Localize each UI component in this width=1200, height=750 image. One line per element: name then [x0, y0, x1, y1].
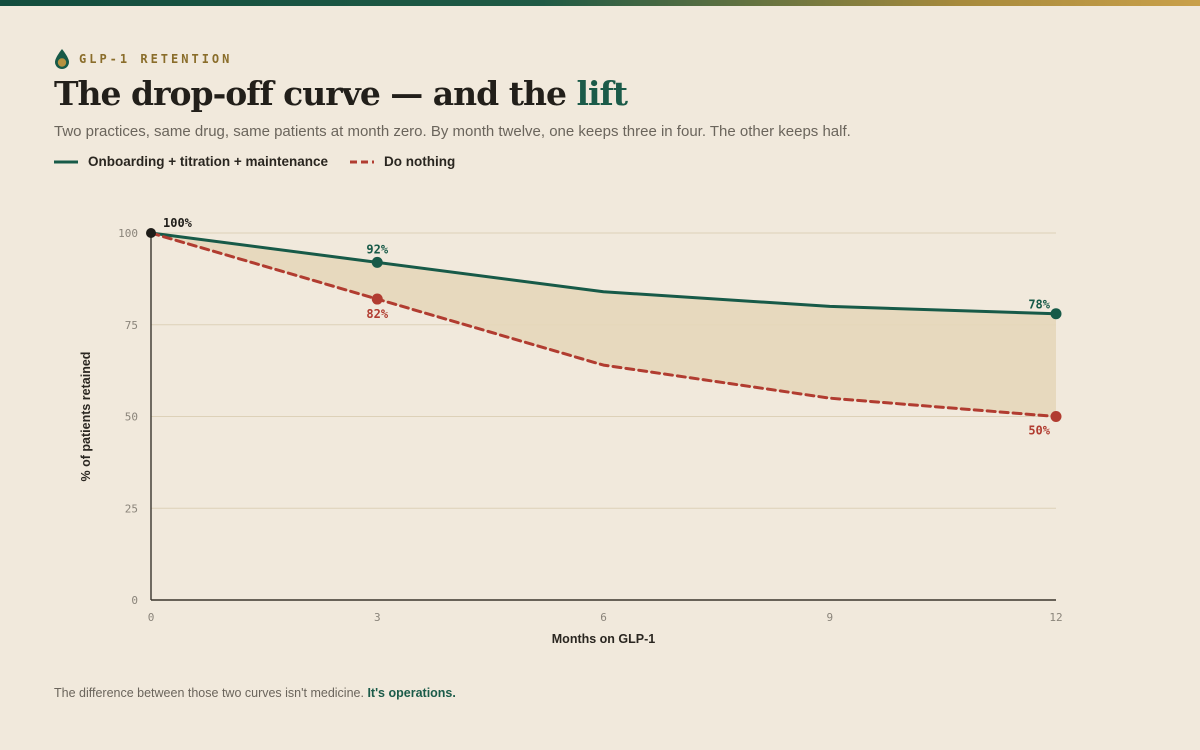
y-tick-label-25: 25	[125, 502, 138, 515]
droplet-icon	[55, 49, 69, 69]
page-subtitle: Two practices, same drug, same patients …	[54, 123, 851, 140]
footer-text: The difference between those two curves …	[54, 686, 364, 700]
point-origin	[146, 228, 156, 238]
point-s1-x3	[371, 293, 383, 305]
x-tick-label-0: 0	[148, 611, 155, 624]
eyebrow-label: GLP-1 RETENTION	[79, 52, 233, 66]
legend-label-onboarding: Onboarding + titration + maintenance	[88, 154, 329, 169]
x-axis-title: Months on GLP-1	[552, 632, 656, 646]
retention-chart: 0 25 50 75 100 0 3 6 9 12 100% 92% 82% 78% 50% Months o…	[79, 216, 1063, 646]
data-label-s1-x3: 82%	[366, 307, 388, 321]
top-accent-bar	[0, 0, 1200, 6]
data-label-s0-x0: 100%	[163, 216, 193, 230]
data-label-s0-x12: 78%	[1028, 298, 1050, 312]
title-accent: lift	[576, 74, 628, 113]
point-s0-x3	[371, 256, 383, 268]
series-line-1	[149, 231, 1058, 418]
y-tick-label-0: 0	[131, 594, 138, 607]
series-lines	[146, 228, 1062, 422]
chart-axes	[150, 231, 1056, 601]
x-tick-label-3: 3	[374, 611, 381, 624]
title-main: The drop-off curve — and the	[54, 74, 577, 113]
footer-note: The difference between those two curves …	[54, 686, 456, 700]
footer-emphasis: It's operations.	[367, 686, 456, 700]
point-s1-x12	[1050, 411, 1062, 422]
data-label-s1-x12: 50%	[1028, 424, 1050, 438]
y-tick-label-50: 50	[125, 411, 138, 424]
y-tick-label-75: 75	[125, 319, 138, 332]
x-tick-label-12: 12	[1049, 611, 1062, 624]
page-title: The drop-off curve — and the lift	[54, 74, 628, 113]
gap-area	[151, 233, 1056, 417]
y-axis-title: % of patients retained	[79, 352, 93, 482]
eyebrow: GLP-1 RETENTION	[54, 48, 232, 70]
chart-labels: 0 25 50 75 100 0 3 6 9 12 100% 92% 82% 78% 50% Months o…	[79, 216, 1063, 646]
chart-legend: Onboarding + titration + maintenance Do …	[54, 154, 455, 169]
x-tick-label-6: 6	[600, 611, 607, 624]
legend-label-do-nothing: Do nothing	[384, 154, 456, 169]
x-tick-label-9: 9	[826, 611, 833, 624]
gap-shading	[151, 233, 1056, 417]
legend-swatch-dashed	[350, 160, 375, 163]
legend-swatch-solid	[54, 160, 78, 163]
legend-item-onboarding: Onboarding + titration + maintenance	[54, 154, 328, 169]
series-line-0	[149, 231, 1058, 316]
point-s0-x12	[1050, 308, 1062, 320]
data-label-s0-x3: 92%	[366, 242, 388, 256]
y-tick-label-100: 100	[118, 227, 138, 240]
legend-item-do-nothing: Do nothing	[350, 154, 455, 169]
